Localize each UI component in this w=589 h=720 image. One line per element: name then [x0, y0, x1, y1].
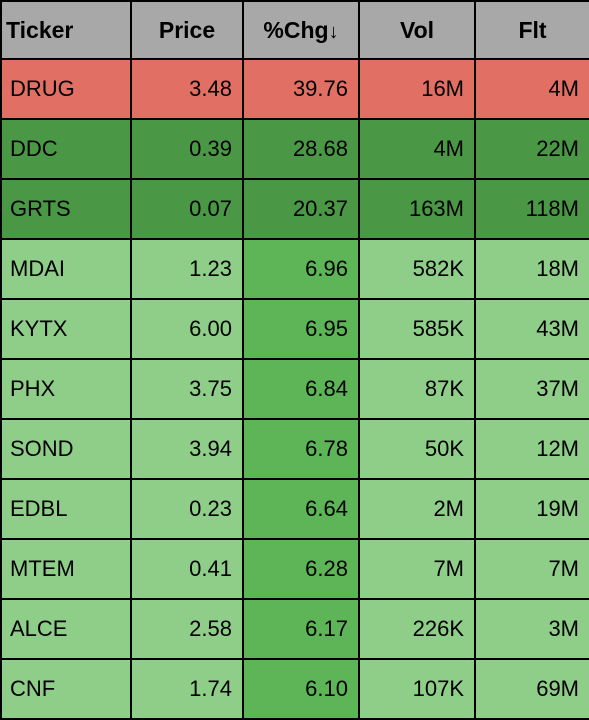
- col-header-vol[interactable]: Vol: [359, 1, 475, 59]
- cell-flt: 69M: [475, 659, 589, 719]
- table-body: DRUG3.4839.7616M4MDDC0.3928.684M22MGRTS0…: [1, 59, 589, 719]
- cell-ticker: DDC: [1, 119, 131, 179]
- cell-flt: 19M: [475, 479, 589, 539]
- cell-price: 0.07: [131, 179, 243, 239]
- table-row[interactable]: DDC0.3928.684M22M: [1, 119, 589, 179]
- cell-vol: 16M: [359, 59, 475, 119]
- col-header-flt[interactable]: Flt: [475, 1, 589, 59]
- cell-flt: 22M: [475, 119, 589, 179]
- cell-flt: 12M: [475, 419, 589, 479]
- col-header-label: %Chg: [263, 17, 328, 43]
- table-row[interactable]: CNF1.746.10107K69M: [1, 659, 589, 719]
- cell-ticker: KYTX: [1, 299, 131, 359]
- stock-screener-table: Ticker Price %Chg↓ Vol Flt DRUG3.4839.76…: [0, 0, 589, 720]
- cell-vol: 50K: [359, 419, 475, 479]
- col-header-label: Price: [159, 17, 215, 43]
- cell-price: 0.23: [131, 479, 243, 539]
- cell-price: 0.41: [131, 539, 243, 599]
- table-row[interactable]: GRTS0.0720.37163M118M: [1, 179, 589, 239]
- col-header-pctchg[interactable]: %Chg↓: [243, 1, 359, 59]
- col-header-ticker[interactable]: Ticker: [1, 1, 131, 59]
- cell-vol: 7M: [359, 539, 475, 599]
- cell-ticker: MTEM: [1, 539, 131, 599]
- table-row[interactable]: KYTX6.006.95585K43M: [1, 299, 589, 359]
- table-row[interactable]: DRUG3.4839.7616M4M: [1, 59, 589, 119]
- cell-vol: 87K: [359, 359, 475, 419]
- sort-desc-icon: ↓: [329, 21, 339, 43]
- col-header-price[interactable]: Price: [131, 1, 243, 59]
- cell-price: 3.48: [131, 59, 243, 119]
- cell-pctchg: 6.96: [243, 239, 359, 299]
- cell-pctchg: 6.17: [243, 599, 359, 659]
- cell-price: 0.39: [131, 119, 243, 179]
- cell-flt: 4M: [475, 59, 589, 119]
- table-row[interactable]: EDBL0.236.642M19M: [1, 479, 589, 539]
- cell-vol: 226K: [359, 599, 475, 659]
- cell-flt: 43M: [475, 299, 589, 359]
- cell-ticker: GRTS: [1, 179, 131, 239]
- cell-flt: 3M: [475, 599, 589, 659]
- cell-pctchg: 6.95: [243, 299, 359, 359]
- table-row[interactable]: PHX3.756.8487K37M: [1, 359, 589, 419]
- col-header-label: Ticker: [6, 17, 73, 43]
- cell-vol: 582K: [359, 239, 475, 299]
- table-row[interactable]: MDAI1.236.96582K18M: [1, 239, 589, 299]
- cell-flt: 37M: [475, 359, 589, 419]
- cell-pctchg: 6.84: [243, 359, 359, 419]
- table-header-row: Ticker Price %Chg↓ Vol Flt: [1, 1, 589, 59]
- col-header-label: Vol: [400, 17, 434, 43]
- col-header-label: Flt: [518, 17, 546, 43]
- cell-pctchg: 6.78: [243, 419, 359, 479]
- cell-vol: 4M: [359, 119, 475, 179]
- cell-price: 1.74: [131, 659, 243, 719]
- cell-vol: 585K: [359, 299, 475, 359]
- table-row[interactable]: ALCE2.586.17226K3M: [1, 599, 589, 659]
- cell-price: 6.00: [131, 299, 243, 359]
- cell-ticker: DRUG: [1, 59, 131, 119]
- cell-price: 3.75: [131, 359, 243, 419]
- cell-price: 2.58: [131, 599, 243, 659]
- cell-flt: 18M: [475, 239, 589, 299]
- cell-flt: 7M: [475, 539, 589, 599]
- cell-ticker: PHX: [1, 359, 131, 419]
- cell-pctchg: 28.68: [243, 119, 359, 179]
- cell-ticker: CNF: [1, 659, 131, 719]
- table-row[interactable]: SOND3.946.7850K12M: [1, 419, 589, 479]
- cell-pctchg: 6.64: [243, 479, 359, 539]
- cell-price: 3.94: [131, 419, 243, 479]
- cell-vol: 107K: [359, 659, 475, 719]
- cell-pctchg: 6.10: [243, 659, 359, 719]
- cell-ticker: ALCE: [1, 599, 131, 659]
- table-row[interactable]: MTEM0.416.287M7M: [1, 539, 589, 599]
- cell-price: 1.23: [131, 239, 243, 299]
- cell-ticker: SOND: [1, 419, 131, 479]
- cell-ticker: EDBL: [1, 479, 131, 539]
- cell-flt: 118M: [475, 179, 589, 239]
- cell-pctchg: 6.28: [243, 539, 359, 599]
- cell-pctchg: 20.37: [243, 179, 359, 239]
- cell-pctchg: 39.76: [243, 59, 359, 119]
- cell-vol: 163M: [359, 179, 475, 239]
- cell-vol: 2M: [359, 479, 475, 539]
- cell-ticker: MDAI: [1, 239, 131, 299]
